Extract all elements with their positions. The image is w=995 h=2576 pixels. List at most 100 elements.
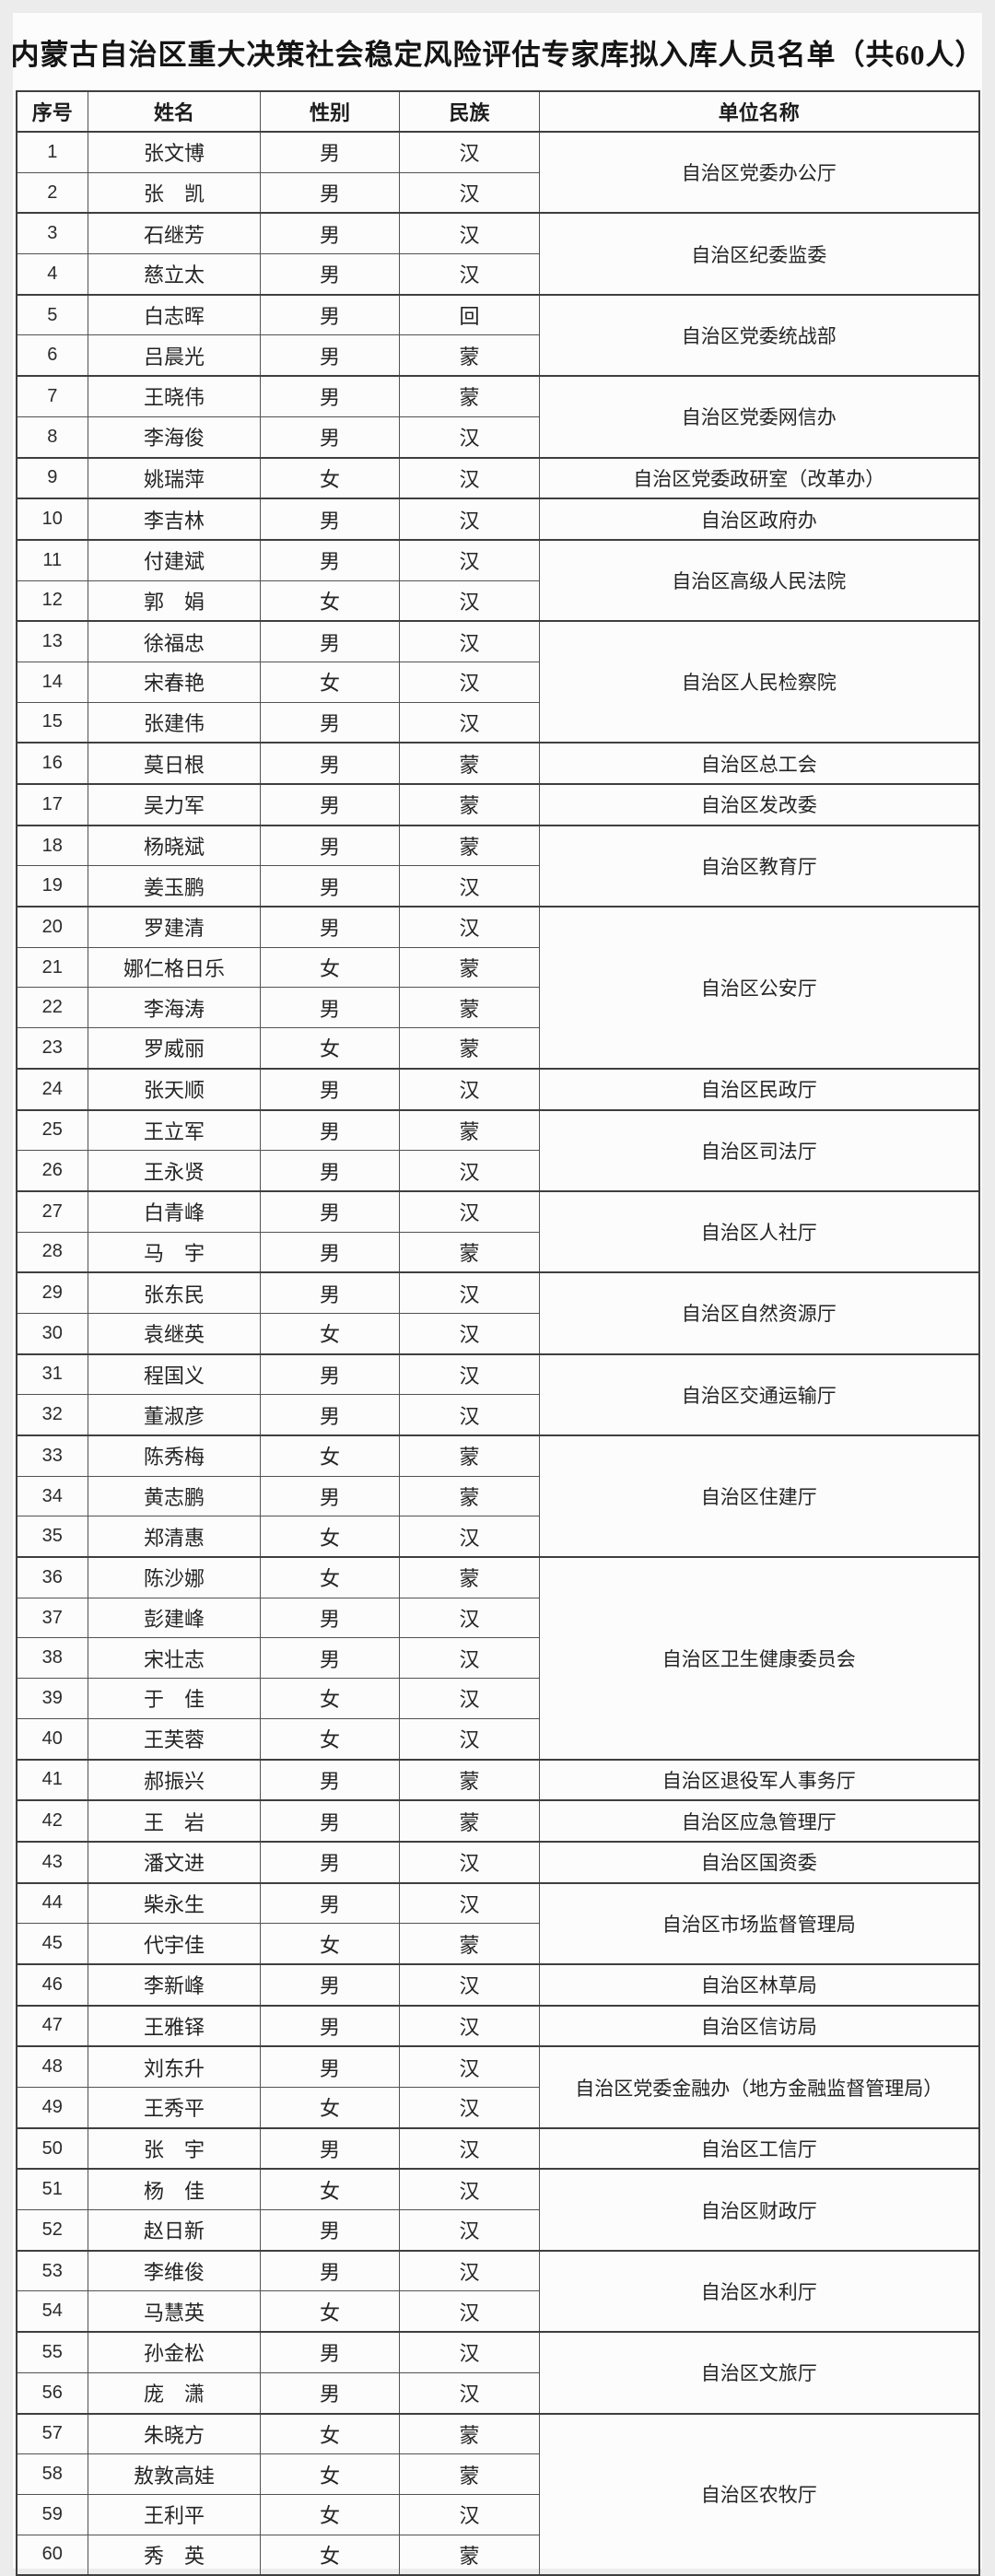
cell-name: 赵日新 xyxy=(88,2209,261,2252)
cell-number: 24 xyxy=(16,1067,88,1110)
cell-ethnicity: 蒙 xyxy=(399,1434,540,1477)
cell-name: 杨 佳 xyxy=(88,2168,261,2211)
cell-gender: 男 xyxy=(260,701,400,744)
cell-name: 彭建峰 xyxy=(88,1597,261,1639)
cell-ethnicity: 汉 xyxy=(399,2493,540,2535)
cell-name: 罗建清 xyxy=(88,906,261,948)
table-row: 44 柴永生男汉自治区市场监督管理局 xyxy=(16,1881,979,1965)
table-row: 22 李海涛男蒙 xyxy=(16,987,979,1029)
table-row: 46 李新峰男汉自治区林草局 xyxy=(16,1962,979,2007)
cell-gender: 男 xyxy=(260,1271,400,1314)
cell-gender: 男 xyxy=(260,1150,400,1192)
cell-number: 20 xyxy=(16,906,88,948)
cell-unit: 自治区总工会 xyxy=(539,742,979,785)
table-row: 33 陈秀梅女蒙自治区住建厅 xyxy=(16,1434,979,1558)
cell-ethnicity: 蒙 xyxy=(399,1027,540,1070)
table-row: 59 王利平女汉 xyxy=(16,2493,979,2535)
cell-gender: 男 xyxy=(260,1758,400,1801)
cell-number: 37 xyxy=(16,1597,88,1639)
table-row: 55 孙金松男汉自治区文旅厅 xyxy=(16,2331,979,2415)
cell-name: 张建伟 xyxy=(88,701,261,744)
column-header-gender: 性别 xyxy=(260,90,400,133)
cell-gender: 男 xyxy=(260,987,400,1029)
cell-gender: 男 xyxy=(260,334,400,377)
cell-number: 48 xyxy=(16,2045,88,2089)
cell-number: 47 xyxy=(16,2004,88,2047)
cell-gender: 男 xyxy=(260,1352,400,1396)
cell-ethnicity: 汉 xyxy=(399,2086,540,2129)
cell-ethnicity: 汉 xyxy=(399,2209,540,2252)
cell-name: 秀 英 xyxy=(88,2534,261,2576)
cell-unit: 自治区文旅厅 xyxy=(539,2331,979,2415)
cell-name: 付建斌 xyxy=(88,538,261,581)
cell-ethnicity: 蒙 xyxy=(399,2534,540,2576)
cell-number: 13 xyxy=(16,620,88,662)
cell-unit: 自治区党委网信办 xyxy=(539,375,979,459)
cell-number: 46 xyxy=(16,1962,88,2007)
cell-name: 杨晓斌 xyxy=(88,824,261,867)
cell-name: 郑清惠 xyxy=(88,1516,261,1558)
table-row: 34 黄志鹏男蒙 xyxy=(16,1475,979,1517)
cell-gender: 女 xyxy=(260,1027,400,1070)
cell-number: 33 xyxy=(16,1434,88,1477)
table-row: 53 李维俊男汉自治区水利厅 xyxy=(16,2249,979,2333)
table-row: 45 代宇佳女蒙 xyxy=(16,1923,979,1965)
table-row: 51 杨 佳女汉自治区财政厅 xyxy=(16,2168,979,2252)
cell-name: 王永贤 xyxy=(88,1150,261,1192)
cell-ethnicity: 蒙 xyxy=(399,2412,540,2455)
cell-ethnicity: 蒙 xyxy=(399,946,540,989)
cell-number: 43 xyxy=(16,1840,88,1884)
table-row: 54 马慧英女汉 xyxy=(16,2290,979,2333)
cell-unit: 自治区住建厅 xyxy=(539,1434,979,1558)
cell-number: 53 xyxy=(16,2249,88,2292)
cell-name: 于 佳 xyxy=(88,1678,261,1719)
table-row: 48 刘东升男汉自治区党委金融办（地方金融监督管理局） xyxy=(16,2045,979,2129)
cell-gender: 男 xyxy=(260,2126,400,2170)
cell-name: 郝振兴 xyxy=(88,1758,261,1801)
cell-number: 23 xyxy=(16,1027,88,1070)
table-row: 25 王立军男蒙自治区司法厅 xyxy=(16,1108,979,1192)
table-row: 6 吕晨光男蒙 xyxy=(16,334,979,377)
table-row: 47 王雅铎男汉自治区信访局 xyxy=(16,2004,979,2047)
cell-unit: 自治区发改委 xyxy=(539,783,979,826)
cell-number: 28 xyxy=(16,1231,88,1273)
cell-ethnicity: 汉 xyxy=(399,2004,540,2047)
cell-unit: 自治区财政厅 xyxy=(539,2168,979,2252)
cell-name: 张东民 xyxy=(88,1271,261,1314)
cell-ethnicity: 蒙 xyxy=(399,1923,540,1965)
cell-name: 刘东升 xyxy=(88,2045,261,2089)
cell-gender: 男 xyxy=(260,2249,400,2292)
cell-name: 王秀平 xyxy=(88,2086,261,2129)
cell-name: 姚瑞萍 xyxy=(88,456,261,499)
cell-number: 38 xyxy=(16,1637,88,1680)
cell-ethnicity: 汉 xyxy=(399,1189,540,1233)
table-row: 49 王秀平女汉 xyxy=(16,2086,979,2129)
cell-name: 袁继英 xyxy=(88,1312,261,1355)
cell-name: 白志晖 xyxy=(88,293,261,336)
cell-name: 黄志鹏 xyxy=(88,1475,261,1517)
cell-name: 陈秀梅 xyxy=(88,1434,261,1477)
cell-ethnicity: 汉 xyxy=(399,2126,540,2170)
cell-number: 18 xyxy=(16,824,88,867)
cell-gender: 男 xyxy=(260,1067,400,1110)
cell-name: 罗威丽 xyxy=(88,1027,261,1070)
table-row: 40 王芙蓉女汉 xyxy=(16,1717,979,1761)
table-row: 30 袁继英女汉 xyxy=(16,1312,979,1355)
cell-ethnicity: 汉 xyxy=(399,1312,540,1355)
cell-ethnicity: 蒙 xyxy=(399,987,540,1029)
cell-name: 王利平 xyxy=(88,2493,261,2535)
cell-gender: 女 xyxy=(260,1312,400,1355)
cell-gender: 女 xyxy=(260,1556,400,1598)
cell-name: 吴力军 xyxy=(88,783,261,826)
cell-number: 7 xyxy=(16,375,88,417)
cell-gender: 男 xyxy=(260,1108,400,1152)
cell-unit: 自治区人民检察院 xyxy=(539,620,979,744)
cell-unit: 自治区信访局 xyxy=(539,2004,979,2047)
cell-name: 姜玉鹏 xyxy=(88,865,261,907)
cell-number: 8 xyxy=(16,416,88,459)
cell-gender: 女 xyxy=(260,2168,400,2211)
cell-gender: 男 xyxy=(260,1840,400,1884)
cell-ethnicity: 汉 xyxy=(399,456,540,499)
cell-name: 王晓伟 xyxy=(88,375,261,417)
table-row: 41 郝振兴男蒙自治区退役军人事务厅 xyxy=(16,1758,979,1801)
